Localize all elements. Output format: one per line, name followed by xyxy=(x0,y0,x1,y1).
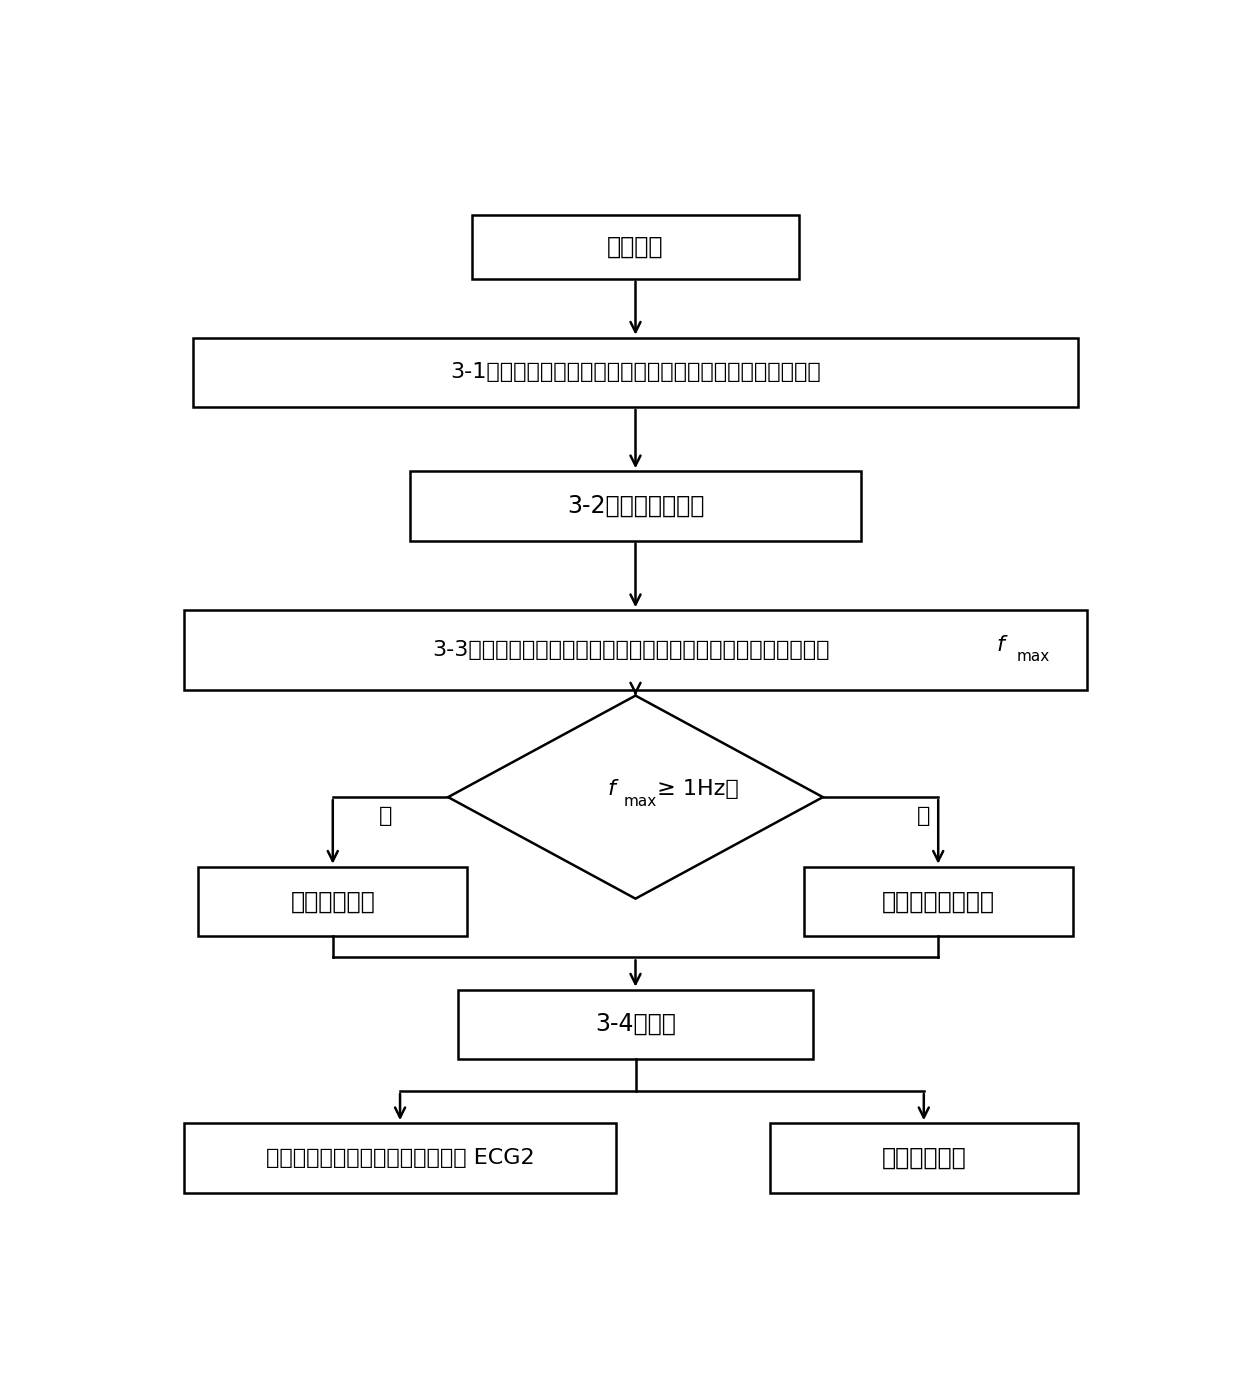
FancyBboxPatch shape xyxy=(409,471,862,541)
Text: 混叠信号: 混叠信号 xyxy=(608,235,663,258)
Text: 3-3、计算各模态的功率谱密度并峰值检测计算最大峰值对应频率: 3-3、计算各模态的功率谱密度并峰值检测计算最大峰值对应频率 xyxy=(432,640,830,661)
Text: max: max xyxy=(1017,650,1050,663)
FancyBboxPatch shape xyxy=(458,990,813,1059)
Text: 否: 否 xyxy=(918,806,930,826)
Text: 残余基线漂移: 残余基线漂移 xyxy=(882,1146,966,1170)
Polygon shape xyxy=(448,695,823,898)
Text: max: max xyxy=(624,794,657,809)
Text: $f$: $f$ xyxy=(996,634,1008,655)
Text: 是: 是 xyxy=(379,806,392,826)
Text: 3-1、计算功率谱密度及峰值检测，峰值数作为最优分解层数: 3-1、计算功率谱密度及峰值检测，峰值数作为最优分解层数 xyxy=(450,362,821,382)
Text: 残余基线漂移分量: 残余基线漂移分量 xyxy=(882,890,994,913)
FancyBboxPatch shape xyxy=(472,215,799,279)
FancyBboxPatch shape xyxy=(184,611,1087,690)
Text: 心电信号分量: 心电信号分量 xyxy=(290,890,376,913)
Text: $f$: $f$ xyxy=(606,779,619,798)
FancyBboxPatch shape xyxy=(770,1123,1078,1192)
FancyBboxPatch shape xyxy=(198,866,467,936)
FancyBboxPatch shape xyxy=(804,866,1073,936)
FancyBboxPatch shape xyxy=(184,1123,616,1192)
Text: 3-4、合成: 3-4、合成 xyxy=(595,1012,676,1037)
Text: 3-2、变分模态分解: 3-2、变分模态分解 xyxy=(567,494,704,518)
Text: 第二部分去除基线漂移的心电信号 ECG2: 第二部分去除基线漂移的心电信号 ECG2 xyxy=(265,1148,534,1167)
Text: ≥ 1Hz？: ≥ 1Hz？ xyxy=(650,779,739,798)
FancyBboxPatch shape xyxy=(193,337,1078,407)
